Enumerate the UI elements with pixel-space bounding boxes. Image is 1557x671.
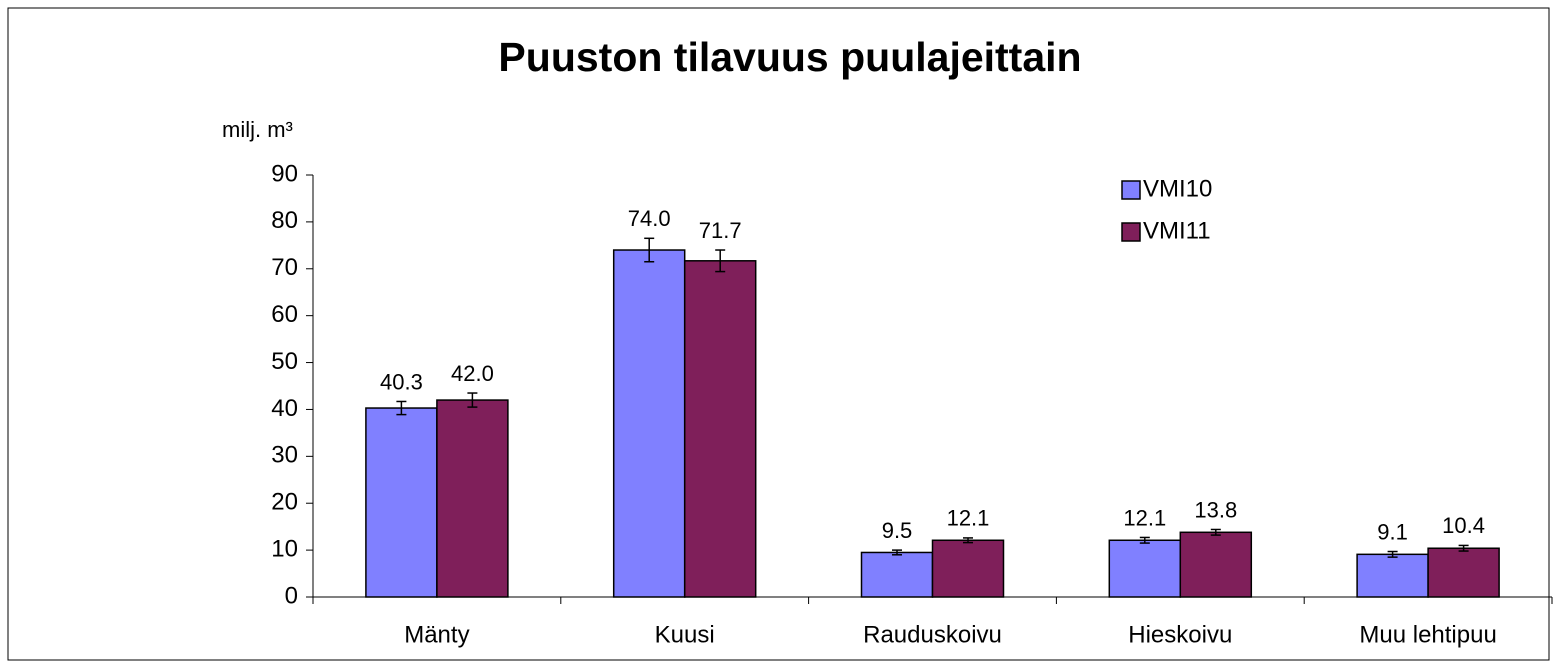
data-label: 12.1 (1123, 505, 1166, 530)
data-label: 71.7 (699, 218, 742, 243)
y-tick-label: 30 (271, 442, 298, 469)
x-tick-label: Rauduskoivu (863, 621, 1002, 648)
x-tick-label: Kuusi (655, 621, 715, 648)
y-tick-label: 10 (271, 535, 298, 562)
data-label: 10.4 (1442, 513, 1485, 538)
bar (683, 260, 757, 598)
legend-swatch (1121, 180, 1141, 200)
data-label: 74.0 (628, 206, 671, 231)
bar (860, 551, 934, 598)
y-tick-label: 80 (271, 207, 298, 234)
bar (436, 399, 509, 598)
data-label: 12.1 (947, 506, 990, 531)
bar (931, 539, 1005, 598)
y-tick-label: 20 (271, 489, 298, 516)
data-label: 13.8 (1194, 497, 1237, 522)
data-label: 9.5 (882, 518, 913, 543)
bar (1427, 547, 1500, 598)
data-label: 42.0 (451, 361, 494, 386)
data-label: 40.3 (380, 369, 423, 394)
y-tick-label: 70 (271, 254, 298, 281)
chart-title: Puuston tilavuus puulajeittain (498, 34, 1081, 80)
legend-swatch (1121, 222, 1141, 242)
x-tick-label: Mänty (404, 621, 469, 648)
y-tick-label: 40 (271, 395, 298, 422)
bar (612, 249, 686, 598)
bar (1108, 539, 1182, 598)
bar (1179, 531, 1253, 598)
y-tick-label: 90 (271, 160, 298, 187)
data-label: 9.1 (1377, 519, 1408, 544)
y-tick-label: 0 (285, 582, 298, 609)
legend-label: VMI11 (1143, 217, 1211, 244)
bar (1356, 553, 1429, 598)
chart-border (7, 7, 1550, 661)
x-tick-label: Hieskoivu (1128, 621, 1232, 648)
legend-label: VMI10 (1143, 175, 1212, 202)
y-tick-label: 60 (271, 301, 298, 328)
y-tick-label: 50 (271, 348, 298, 375)
bar (365, 407, 438, 598)
x-tick-label: Muu lehtipuu (1359, 621, 1496, 648)
y-axis-label: milj. m³ (222, 117, 293, 142)
